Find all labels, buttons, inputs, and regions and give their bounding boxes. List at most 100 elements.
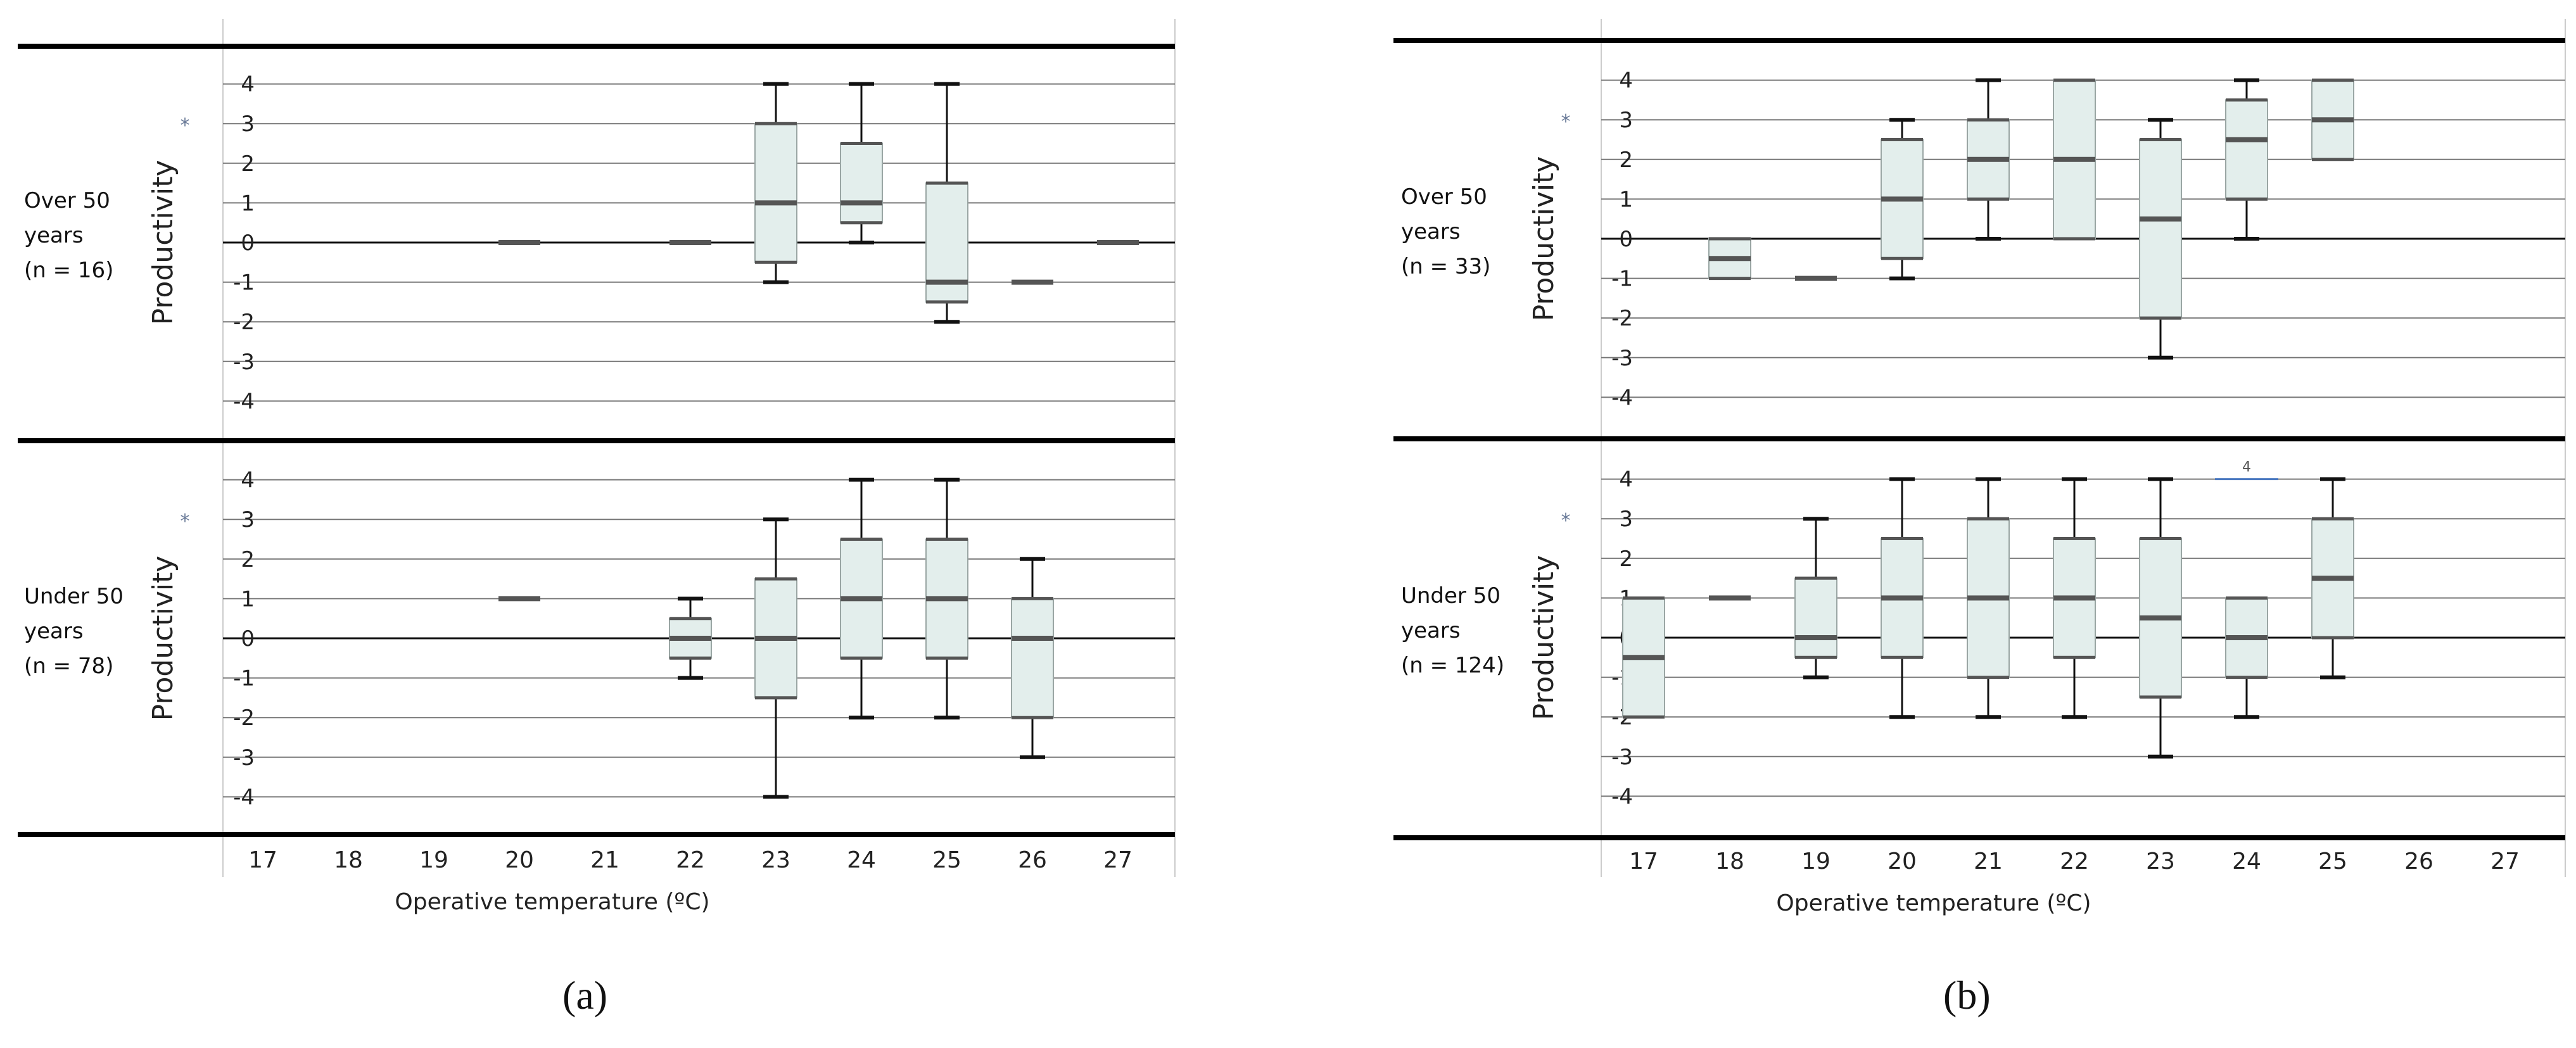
x-axis-title: Operative temperature (ºC) xyxy=(395,889,709,915)
y-tick-label: 0 xyxy=(1619,227,1633,252)
box-20 xyxy=(1881,477,1924,719)
y-axis-title-marker: * xyxy=(1561,111,1571,133)
x-tick-label: 23 xyxy=(761,847,790,873)
box-24 xyxy=(2225,78,2268,241)
y-tick-label: 3 xyxy=(1619,108,1633,133)
x-tick-label: 25 xyxy=(932,847,961,873)
row-label-line: years xyxy=(24,223,84,248)
row-label-line: (n = 124) xyxy=(1401,653,1504,678)
panel-a-row-2: 4 3 2 1 0 -1 -2 -3 -4 Under 50 years (n = 78) Produc… xyxy=(18,438,1175,810)
box-23 xyxy=(2139,477,2182,759)
row-label-line: Over 50 xyxy=(1401,184,1487,210)
box-body xyxy=(754,123,797,263)
x-tick-label: 26 xyxy=(2404,849,2433,874)
x-tick-label: 24 xyxy=(847,847,876,873)
y-tick-label: 2 xyxy=(241,547,255,572)
y-axis-title-marker: * xyxy=(181,510,190,533)
box-24 xyxy=(840,477,883,720)
y-tick-label: 4 xyxy=(1619,68,1633,94)
y-tick-label: 4 xyxy=(241,72,255,98)
y-tick-label: -2 xyxy=(233,705,255,731)
box-24 xyxy=(840,82,883,244)
y-tick-label: 2 xyxy=(241,151,255,177)
y-tick-label: 4 xyxy=(1619,467,1633,493)
x-tick-label: 25 xyxy=(2318,849,2347,874)
x-tick-label: 18 xyxy=(1715,849,1744,874)
y-tick-label: 1 xyxy=(241,191,255,216)
x-tick-label: 17 xyxy=(1629,849,1658,874)
x-tick-label: 20 xyxy=(1888,849,1917,874)
row-label-line: years xyxy=(1401,618,1461,643)
box-24 xyxy=(2225,596,2268,719)
y-axis-title: Productivity xyxy=(147,160,179,325)
row-label-line: Over 50 xyxy=(24,188,110,213)
y-tick-label: -2 xyxy=(1611,306,1633,331)
x-tick-label: 21 xyxy=(590,847,619,873)
x-tick-label: 23 xyxy=(2146,849,2175,874)
y-tick-label: -2 xyxy=(233,310,255,335)
box-25 xyxy=(2311,79,2354,161)
x-tick-label: 20 xyxy=(505,847,534,873)
row-label-line: years xyxy=(24,619,84,644)
y-tick-label: 1 xyxy=(241,586,255,612)
panel-b-row-1: 4 3 2 1 0 -1 -2 -3 -4 Over 50 years (n = 33) Product… xyxy=(1393,38,2565,410)
box-25 xyxy=(925,477,968,720)
box-26 xyxy=(1011,557,1054,759)
y-axis-title-marker: * xyxy=(181,115,190,137)
panel-a-label: (a) xyxy=(562,973,608,1018)
box-body xyxy=(1794,578,1837,659)
box-25 xyxy=(2311,477,2354,679)
row-label-line: (n = 16) xyxy=(24,258,113,283)
panel-a-row-1: 4 3 2 1 0 -1 -2 -3 -4 Over 50 years (n = 16) Product… xyxy=(18,44,1175,414)
y-tick-label: 3 xyxy=(241,507,255,533)
y-axis-title: Productivity xyxy=(1528,555,1560,721)
row-label-line: (n = 33) xyxy=(1401,254,1490,279)
y-tick-label: -1 xyxy=(233,666,255,691)
y-tick-label: -4 xyxy=(233,389,255,414)
y-tick-label: -3 xyxy=(233,350,255,375)
box-21 xyxy=(1967,78,2010,241)
y-tick-label: 2 xyxy=(1619,546,1633,572)
y-tick-label: -3 xyxy=(1611,745,1633,770)
box-18 xyxy=(1708,237,1751,281)
x-tick-label: 19 xyxy=(1801,849,1830,874)
row-label-line: Under 50 xyxy=(1401,583,1501,609)
x-tick-label: 19 xyxy=(419,847,448,873)
x-tick-label: 21 xyxy=(1974,849,2003,874)
box-22 xyxy=(669,597,712,680)
box-22 xyxy=(2053,477,2096,719)
x-tick-label: 26 xyxy=(1018,847,1047,873)
y-axis-title: Productivity xyxy=(1528,156,1560,322)
row-label-line: Under 50 xyxy=(24,584,124,609)
y-tick-label: -4 xyxy=(233,785,255,810)
y-tick-label: 4 xyxy=(241,468,255,493)
y-tick-label: -1 xyxy=(1611,267,1633,292)
box-body xyxy=(1011,598,1054,719)
box-23 xyxy=(754,517,797,799)
x-tick-label: 22 xyxy=(676,847,705,873)
box-25 xyxy=(925,82,968,324)
box-body xyxy=(2139,139,2182,319)
box-23 xyxy=(2139,118,2182,360)
box-23 xyxy=(754,82,797,284)
x-tick-label: 17 xyxy=(248,847,277,873)
y-tick-label: 1 xyxy=(1619,187,1633,212)
row-label-line: (n = 78) xyxy=(24,653,113,679)
y-tick-label: -4 xyxy=(1611,385,1633,410)
y-tick-label: 2 xyxy=(1619,148,1633,173)
x-axis-title: Operative temperature (ºC) xyxy=(1776,890,2091,916)
y-tick-label: 0 xyxy=(241,626,255,652)
box-17 xyxy=(1622,596,1665,719)
row-label-line: years xyxy=(1401,219,1461,244)
y-tick-label: 3 xyxy=(1619,507,1633,532)
y-tick-label: -3 xyxy=(233,745,255,771)
y-tick-label: -3 xyxy=(1611,346,1633,371)
y-tick-label: -1 xyxy=(233,270,255,296)
panel-b-label: (b) xyxy=(1943,973,1991,1018)
annotation-label: 4 xyxy=(2242,460,2251,476)
box-body xyxy=(2225,99,2268,200)
